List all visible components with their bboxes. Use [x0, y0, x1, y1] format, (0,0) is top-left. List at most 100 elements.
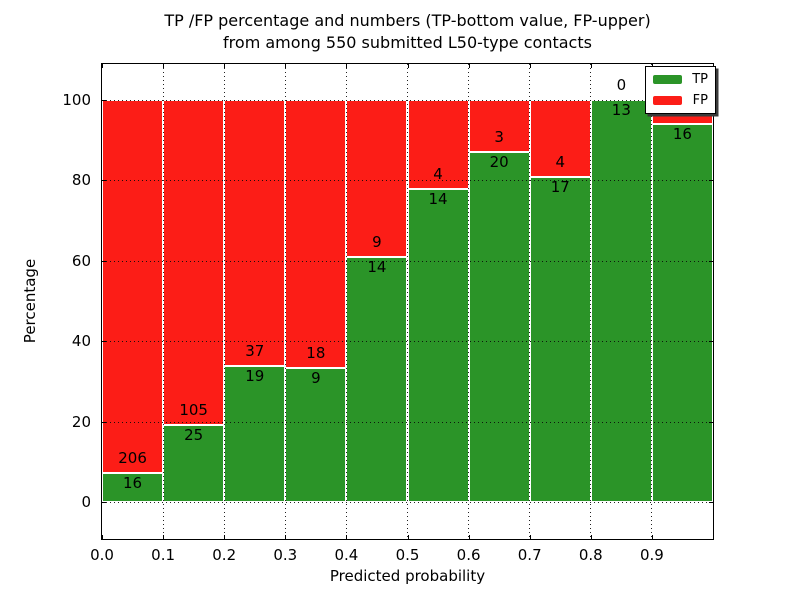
x-tick-label: 0.3	[273, 546, 298, 564]
y-tickmark	[102, 100, 106, 101]
x-tickmark	[468, 535, 470, 539]
bar-label-fp: 4	[555, 152, 566, 171]
legend-label: TP	[692, 72, 708, 87]
bar-segment-tp	[651, 123, 713, 502]
bar-label-fp: 9	[372, 233, 382, 252]
legend-label: FP	[692, 93, 708, 108]
chart-title-line1: TP /FP percentage and numbers (TP-bottom…	[164, 11, 651, 30]
x-tickmark	[224, 535, 226, 539]
y-tickmark	[102, 502, 106, 503]
x-tickmark	[224, 64, 226, 68]
gridline-vertical	[345, 64, 347, 539]
y-tickmark	[102, 260, 106, 262]
x-tickmark	[102, 535, 103, 539]
bar-label-tp: 20	[489, 153, 509, 172]
x-tick-label: 0.7	[517, 546, 542, 564]
bar-segment-fp	[468, 100, 530, 153]
legend-swatch-tp	[653, 75, 682, 84]
bar-segment-fp	[285, 100, 347, 368]
bar-segment-fp	[102, 100, 164, 474]
legend-entry: FP	[653, 93, 708, 108]
gridline-horizontal	[102, 100, 713, 101]
gridline-horizontal	[102, 502, 713, 503]
y-tick-label: 20	[71, 412, 91, 431]
y-axis-label: Percentage	[21, 258, 39, 344]
x-tick-label: 0.9	[639, 546, 664, 564]
gridline-vertical	[590, 64, 592, 539]
gridline-vertical	[284, 64, 286, 539]
gridline-vertical	[529, 64, 531, 539]
x-tickmark	[590, 535, 592, 539]
bar-label-fp: 4	[433, 165, 443, 184]
gridline-vertical	[407, 64, 408, 539]
gridline-vertical	[468, 64, 470, 539]
bar-segment-tp	[163, 424, 225, 502]
x-tick-label: 0.4	[334, 546, 359, 564]
y-tick-label: 0	[81, 493, 91, 511]
y-tickmark	[709, 421, 713, 423]
gridline-vertical	[651, 64, 653, 539]
y-tickmark	[709, 180, 713, 182]
x-tickmark	[590, 64, 592, 68]
y-tick-label: 100	[62, 91, 91, 109]
y-tickmark	[709, 502, 713, 503]
bar-label-tp: 9	[311, 369, 321, 387]
bar-label-tp: 13	[611, 101, 631, 119]
legend-swatch-fp	[653, 96, 682, 105]
bar-label-fp: 105	[179, 400, 208, 419]
bar-label-tp: 19	[245, 366, 265, 385]
x-tickmark	[285, 535, 287, 539]
y-tickmark	[709, 260, 713, 262]
x-tickmark	[407, 64, 409, 68]
y-tick-label: 60	[71, 251, 91, 270]
chart-title: TP /FP percentage and numbers (TP-bottom…	[101, 10, 714, 54]
y-tick-label: 40	[71, 332, 91, 351]
x-tick-label: 0.8	[578, 546, 603, 564]
y-tickmark	[102, 421, 106, 423]
gridline-vertical	[223, 64, 225, 539]
chart-title-line2: from among 550 submitted L50-type contac…	[223, 33, 592, 52]
x-tick-label: 0.2	[212, 546, 237, 564]
bar-segment-fp	[407, 100, 469, 190]
gridline-horizontal	[102, 341, 713, 343]
bar-label-fp: 3	[494, 128, 504, 147]
bar-label-tp: 16	[672, 124, 692, 143]
bar-segment-tp	[529, 176, 591, 502]
bar-label-tp: 17	[550, 177, 570, 196]
bar-label-tp: 16	[123, 474, 143, 493]
bar-segment-tp	[285, 368, 347, 502]
x-tickmark	[285, 64, 287, 68]
bar-label-fp: 0	[616, 76, 627, 94]
bar-segment-tp	[102, 473, 164, 502]
x-tick-label: 0.1	[151, 546, 176, 564]
bar-label-fp: 18	[306, 344, 326, 362]
bar-segment-fp	[163, 100, 225, 425]
x-tickmark	[163, 535, 165, 539]
y-tickmark	[102, 341, 106, 343]
plot-area: 20616105253719189914414320417013116	[101, 63, 714, 540]
legend-box: TP FP	[645, 66, 716, 114]
x-tickmark	[529, 64, 531, 68]
bar-segment-fp	[346, 100, 408, 258]
bar-label-tp: 25	[184, 425, 204, 444]
x-tickmark	[102, 64, 103, 68]
bar-label-fp: 206	[118, 449, 147, 468]
gridline-horizontal	[102, 421, 713, 423]
x-tickmark	[529, 535, 531, 539]
x-tickmark	[346, 64, 348, 68]
x-axis-label: Predicted probability	[329, 567, 486, 585]
x-tickmark	[163, 64, 165, 68]
bar-segment-tp	[346, 257, 408, 502]
bar-label-tp: 14	[428, 190, 448, 209]
x-tick-label: 0.6	[456, 546, 481, 564]
gridline-horizontal	[102, 260, 713, 262]
x-tickmark	[651, 535, 653, 539]
x-tick-label: 0.5	[395, 546, 420, 564]
y-tickmark	[709, 341, 713, 343]
bar-label-tp: 14	[367, 258, 387, 277]
bar-segment-fp	[224, 100, 286, 366]
x-tickmark	[346, 535, 348, 539]
x-tickmark	[407, 535, 409, 539]
x-tickmark	[468, 64, 470, 68]
